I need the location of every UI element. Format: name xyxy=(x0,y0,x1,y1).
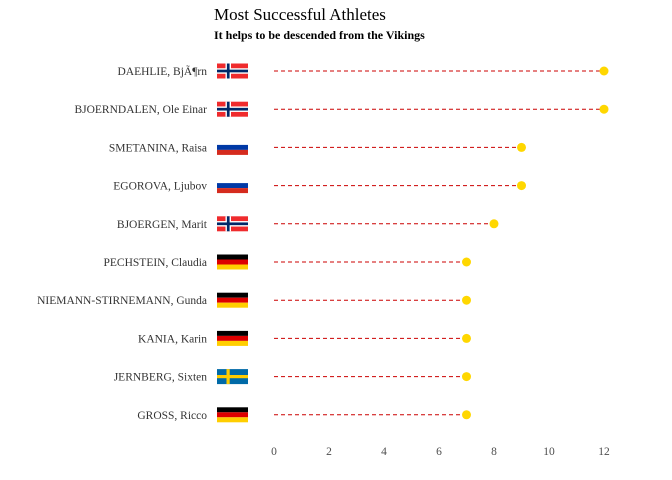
sweden-flag-icon xyxy=(217,369,248,385)
lollipop-point xyxy=(462,372,471,382)
x-tick-label: 10 xyxy=(543,446,555,458)
x-axis: 0 2 4 6 8 10 12 xyxy=(271,446,610,458)
x-tick-label: 12 xyxy=(598,446,610,458)
x-tick-label: 0 xyxy=(271,446,277,458)
chart-row: JERNBERG, Sixten xyxy=(114,369,471,385)
chart-row: PECHSTEIN, Claudia xyxy=(104,254,471,270)
athlete-label: BJOERGEN, Marit xyxy=(117,219,208,231)
norway-flag-icon xyxy=(217,63,248,79)
athlete-label: PECHSTEIN, Claudia xyxy=(104,257,208,269)
chart-title: Most Successful Athletes xyxy=(214,5,386,24)
chart-row: BJOERNDALEN, Ole Einar xyxy=(74,101,609,117)
russia-flag-icon xyxy=(217,139,248,155)
chart-rows: DAEHLIE, BjÃ¶rn BJOERNDALEN, Ole Einar SME… xyxy=(37,63,609,423)
chart-row: KANIA, Karin xyxy=(138,330,471,346)
chart-row: EGOROVA, Ljubov xyxy=(113,178,526,194)
lollipop-point xyxy=(599,66,609,76)
germany-flag-icon xyxy=(217,407,248,423)
x-tick-label: 8 xyxy=(491,446,497,458)
germany-flag-icon xyxy=(217,330,248,346)
norway-flag-icon xyxy=(217,216,248,232)
norway-flag-icon xyxy=(217,101,248,117)
lollipop-point xyxy=(489,219,499,229)
russia-flag-icon xyxy=(217,178,248,194)
chart-subtitle: It helps to be descended from the Viking… xyxy=(214,28,425,42)
athlete-label: JERNBERG, Sixten xyxy=(114,372,208,384)
lollipop-point xyxy=(462,410,471,420)
chart-row: SMETANINA, Raisa xyxy=(109,139,526,155)
athlete-label: DAEHLIE, BjÃ¶rn xyxy=(117,64,207,78)
lollipop-point xyxy=(462,257,471,267)
athlete-label: BJOERNDALEN, Ole Einar xyxy=(74,104,207,116)
lollipop-point xyxy=(462,295,471,305)
athlete-label: NIEMANN-STIRNEMANN, Gunda xyxy=(37,295,207,307)
lollipop-point xyxy=(517,181,526,191)
chart-row: GROSS, Ricco xyxy=(137,407,471,423)
lollipop-point xyxy=(599,104,609,114)
lollipop-point xyxy=(462,333,471,343)
x-tick-label: 4 xyxy=(381,446,387,458)
chart-row: BJOERGEN, Marit xyxy=(117,216,499,232)
x-tick-label: 2 xyxy=(326,446,332,458)
chart-row: NIEMANN-STIRNEMANN, Gunda xyxy=(37,292,471,308)
athlete-label: KANIA, Karin xyxy=(138,333,207,345)
athlete-label: EGOROVA, Ljubov xyxy=(113,181,207,193)
germany-flag-icon xyxy=(217,292,248,308)
x-tick-label: 6 xyxy=(436,446,442,458)
lollipop-point xyxy=(517,142,526,152)
chart-row: DAEHLIE, BjÃ¶rn xyxy=(117,63,609,79)
germany-flag-icon xyxy=(217,254,248,270)
athlete-label: GROSS, Ricco xyxy=(137,410,207,422)
athlete-label: SMETANINA, Raisa xyxy=(109,142,207,154)
